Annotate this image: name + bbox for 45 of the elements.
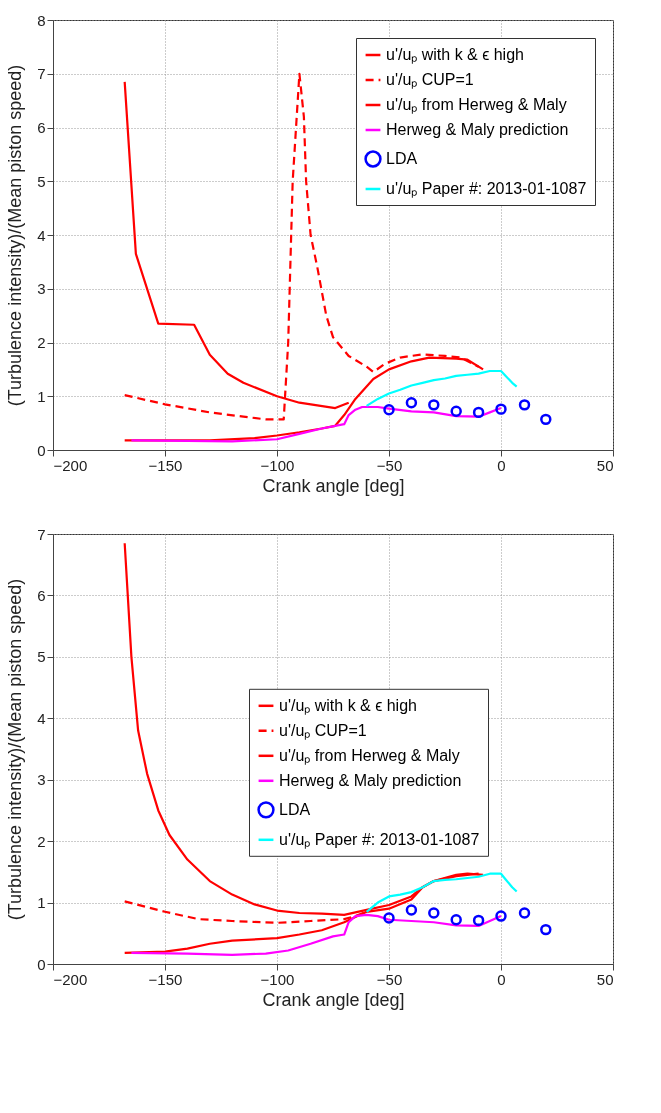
- legend-label: u'/uₚ with k & ϵ high: [386, 46, 524, 64]
- y-tick-label: 3: [37, 771, 46, 789]
- y-tick-label: 8: [37, 11, 46, 29]
- legend-label: u'/uₚ from Herweg & Maly: [279, 746, 460, 765]
- legend-label: u'/uₚ CUP=1: [386, 71, 474, 89]
- y-tick-label: 2: [37, 832, 46, 850]
- legend-label: Herweg & Maly prediction: [279, 771, 462, 789]
- y-axis-title: (Turbulence intensity)/(Mean piston speed): [5, 578, 26, 921]
- y-tick-label: 4: [37, 709, 46, 727]
- x-tick-label: −100: [260, 456, 295, 474]
- y-tick-label: 6: [37, 586, 46, 604]
- y-tick-label: 3: [37, 280, 46, 298]
- x-tick-label: −50: [376, 456, 403, 474]
- x-axis-title: Crank angle [deg]: [262, 989, 405, 1010]
- legend-label: LDA: [279, 800, 311, 818]
- y-tick-label: 1: [37, 894, 46, 912]
- x-tick-label: −50: [376, 970, 403, 988]
- x-tick-label: −100: [260, 970, 295, 988]
- y-tick-label: 4: [37, 226, 46, 244]
- legend-label: u'/uₚ CUP=1: [279, 721, 367, 740]
- legend-label: Herweg & Maly prediction: [386, 121, 569, 138]
- x-tick-label: −150: [148, 970, 183, 988]
- legend-label: u'/uₚ with k & ϵ high: [279, 696, 417, 715]
- y-tick-label: 7: [37, 65, 46, 83]
- legend-label: u'/uₚ from Herweg & Maly: [386, 96, 567, 114]
- y-tick-label: 6: [37, 119, 46, 136]
- y-tick-label: 2: [37, 334, 46, 351]
- x-tick-label: −150: [148, 456, 183, 474]
- y-tick-label: 5: [37, 172, 46, 190]
- legend-label: LDA: [386, 150, 418, 167]
- x-tick-label: −200: [53, 970, 88, 988]
- x-tick-label: 0: [497, 970, 506, 988]
- y-tick-label: 0: [37, 955, 46, 973]
- y-tick-label: 0: [37, 441, 46, 459]
- x-tick-label: 50: [596, 456, 614, 474]
- y-tick-label: 5: [37, 648, 46, 666]
- x-tick-label: −200: [53, 456, 88, 474]
- y-axis-title: (Turbulence intensity)/(Mean piston speed): [5, 64, 26, 407]
- x-tick-label: 0: [497, 456, 506, 474]
- legend-label: u'/uₚ Paper #: 2013-01-1087: [279, 830, 480, 849]
- x-axis-title: Crank angle [deg]: [262, 475, 405, 496]
- y-tick-label: 1: [37, 387, 46, 405]
- y-tick-label: 7: [37, 525, 46, 543]
- x-tick-label: 50: [596, 970, 614, 988]
- legend-label: u'/uₚ Paper #: 2013-01-1087: [386, 180, 587, 198]
